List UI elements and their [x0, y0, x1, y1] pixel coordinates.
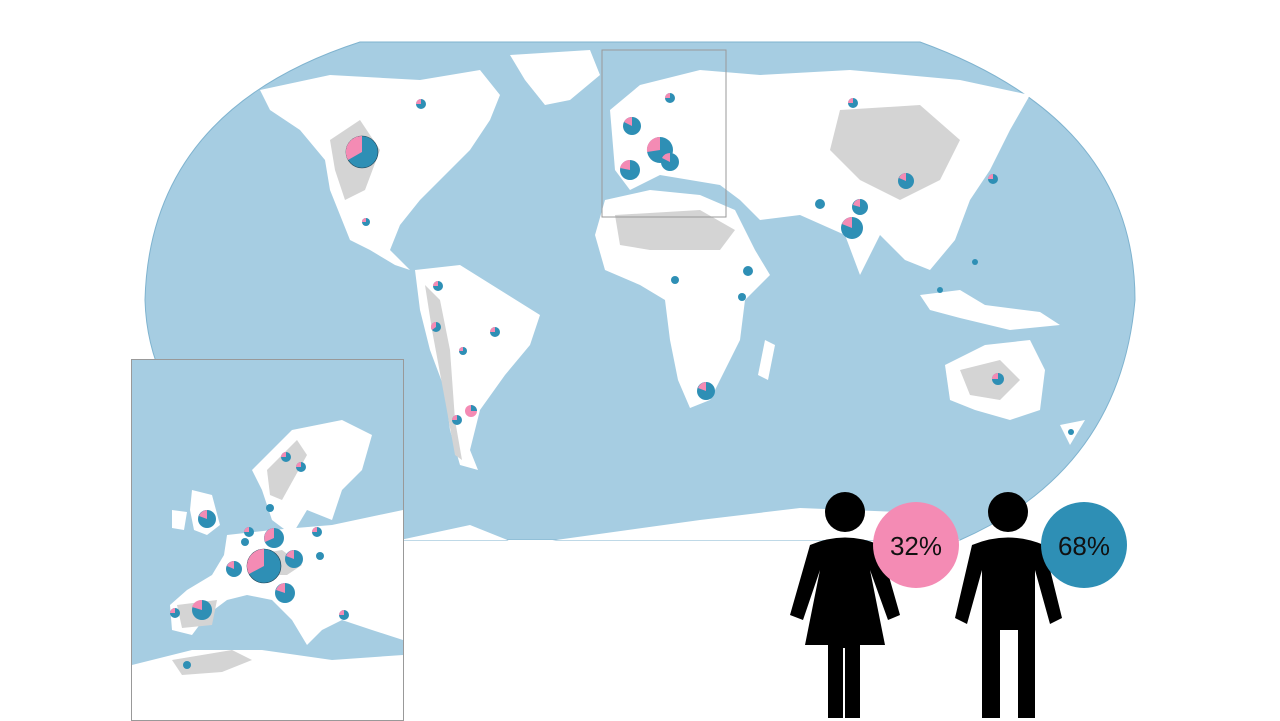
pie-brazil	[490, 327, 500, 337]
inset-pie-sweden	[281, 452, 291, 462]
pie-russia	[848, 98, 858, 108]
inset-pie-italy	[275, 583, 295, 603]
sahara-terrain	[615, 210, 735, 250]
inset-pie-denmark	[266, 504, 274, 512]
islands	[920, 290, 1060, 330]
australia-terrain	[960, 360, 1020, 400]
south-america	[415, 265, 540, 470]
pie-spain	[620, 159, 640, 180]
pie-sea	[937, 287, 943, 293]
pie-peru	[431, 322, 441, 332]
pie-japan	[988, 174, 998, 184]
inset-scandinavia	[252, 420, 372, 535]
pie-colombia	[433, 281, 443, 291]
male-percentage-label: 68%	[1057, 531, 1111, 561]
pie-chile	[459, 347, 467, 355]
pie-italy	[661, 153, 679, 171]
pie-china	[898, 173, 914, 189]
inset-pie-spain	[192, 599, 212, 620]
pie-india-north	[852, 199, 868, 215]
pie-mexico	[362, 218, 370, 226]
inset-ireland	[172, 510, 187, 530]
pie-scandinavia	[665, 93, 675, 103]
pie-south-africa	[697, 382, 715, 400]
female-percentage-label: 32%	[889, 531, 943, 561]
pie-north-america-west	[345, 135, 379, 169]
pie-argentina-2	[452, 415, 462, 425]
pie-australia	[992, 373, 1004, 385]
pie-markers	[345, 93, 1074, 435]
inset-pie-portugal	[170, 608, 180, 618]
inset-pie-germany	[264, 528, 284, 548]
pie-iran	[815, 199, 825, 209]
inset-pie-greece	[339, 610, 349, 620]
inset-pie-switzerland	[226, 561, 242, 577]
pie-argentina	[465, 405, 477, 417]
female-share-circle	[873, 502, 959, 588]
north-america	[260, 70, 500, 270]
inset-pie-austria	[285, 550, 303, 568]
antarctica	[400, 508, 960, 545]
pie-ethiopia	[738, 293, 746, 301]
greenland	[510, 50, 600, 105]
madagascar	[758, 340, 775, 380]
asia-terrain	[830, 105, 960, 200]
inset-pie-netherlands	[244, 527, 254, 537]
inset-scandinavia-terrain	[267, 440, 307, 500]
pie-indonesia	[972, 259, 978, 265]
pie-north-america-east	[416, 99, 426, 109]
man-icon	[955, 492, 1062, 718]
woman-icon	[790, 492, 900, 718]
pie-new-zealand	[1068, 429, 1074, 435]
inset-north-africa-terrain	[172, 650, 252, 675]
europe-inset-map	[131, 359, 404, 721]
inset-pie-morocco	[183, 661, 191, 669]
inset-pie-uk	[198, 510, 216, 528]
inset-pie-poland	[312, 527, 322, 537]
inset-pie-hungary	[316, 552, 324, 560]
male-share-circle	[1041, 502, 1127, 588]
pie-india	[841, 217, 863, 239]
inset-pie-france	[246, 548, 282, 584]
pie-uk	[623, 117, 641, 135]
inset-pie-belgium	[241, 538, 249, 546]
inset-pie-norway	[296, 462, 306, 472]
pie-nigeria	[671, 276, 679, 284]
europe-inset-frame	[601, 49, 727, 218]
inset-pie-markers	[170, 452, 349, 669]
pie-kenya	[743, 266, 753, 276]
